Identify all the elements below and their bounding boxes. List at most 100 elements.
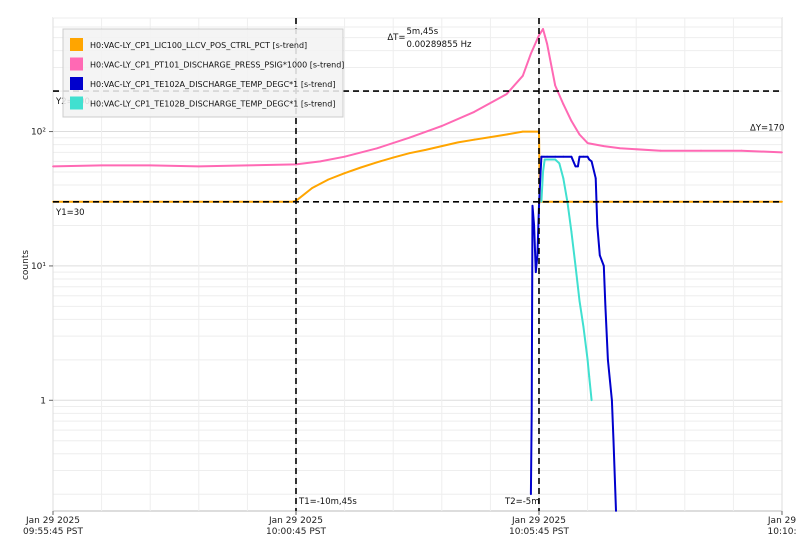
data-point-h0-vac-ly-cp1-te102a-discharge-temp-degc-1 bbox=[570, 155, 573, 158]
data-point-h0-vac-ly-cp1-te102a-discharge-temp-degc-1 bbox=[554, 155, 557, 158]
data-point-h0-vac-ly-cp1-lic100-llcv-pos-ctrl-pct bbox=[376, 161, 378, 164]
data-point-h0-vac-ly-cp1-pt101-discharge-press-psig-1000 bbox=[554, 84, 557, 87]
data-point-h0-vac-ly-cp1-pt101-discharge-press-psig-1000 bbox=[319, 160, 322, 163]
data-point-h0-vac-ly-cp1-lic100-llcv-pos-ctrl-pct bbox=[440, 145, 443, 148]
data-point-h0-vac-ly-cp1-lic100-llcv-pos-ctrl-pct bbox=[311, 187, 314, 189]
data-point-h0-vac-ly-cp1-lic100-llcv-pos-ctrl-pct bbox=[578, 200, 581, 203]
data-point-h0-vac-ly-cp1-pt101-discharge-press-psig-1000 bbox=[530, 52, 532, 55]
data-point-h0-vac-ly-cp1-te102b-discharge-temp-degc-1 bbox=[578, 299, 581, 302]
data-point-h0-vac-ly-cp1-te102a-discharge-temp-degc-1 bbox=[539, 171, 542, 173]
data-point-h0-vac-ly-cp1-te102a-discharge-temp-degc-1 bbox=[531, 204, 534, 207]
legend-box bbox=[62, 28, 344, 118]
data-point-h0-vac-ly-cp1-te102b-discharge-temp-degc-1 bbox=[586, 358, 589, 361]
data-point-h0-vac-ly-cp1-te102a-discharge-temp-degc-1 bbox=[574, 165, 577, 168]
data-point-h0-vac-ly-cp1-pt101-discharge-press-psig-1000 bbox=[570, 120, 573, 122]
data-point-h0-vac-ly-cp1-lic100-llcv-pos-ctrl-pct bbox=[424, 149, 427, 151]
data-point-h0-vac-ly-cp1-lic100-llcv-pos-ctrl-pct bbox=[327, 178, 330, 181]
y-tick-label: 1 bbox=[40, 396, 46, 406]
series-line-h0-vac-ly-cp1-te102b-discharge-temp-degc-1 bbox=[540, 158, 593, 401]
data-point-h0-vac-ly-cp1-te102a-discharge-temp-degc-1 bbox=[602, 265, 605, 267]
data-point-h0-vac-ly-cp1-te102b-discharge-temp-degc-1 bbox=[550, 158, 553, 161]
data-point-h0-vac-ly-cp1-te102b-discharge-temp-degc-1 bbox=[554, 158, 557, 161]
data-point-h0-vac-ly-cp1-te102a-discharge-temp-degc-1 bbox=[534, 271, 537, 273]
data-point-h0-vac-ly-cp1-pt101-discharge-press-psig-1000 bbox=[578, 133, 581, 136]
data-point-h0-vac-ly-cp1-te102a-discharge-temp-degc-1 bbox=[590, 160, 593, 163]
data-point-h0-vac-ly-cp1-te102a-discharge-temp-degc-1 bbox=[578, 155, 581, 158]
data-point-h0-vac-ly-cp1-te102a-discharge-temp-degc-1 bbox=[533, 224, 535, 227]
data-point-h0-vac-ly-cp1-te102a-discharge-temp-degc-1 bbox=[596, 224, 599, 227]
y1-cursor-label: Y1=30 bbox=[55, 208, 85, 218]
x-tick-label: Jan 29 2025 10:05:45 PST bbox=[509, 516, 569, 537]
data-point-h0-vac-ly-cp1-lic100-llcv-pos-ctrl-pct bbox=[343, 172, 346, 175]
data-point-h0-vac-ly-cp1-lic100-llcv-pos-ctrl-pct bbox=[781, 200, 783, 203]
data-point-h0-vac-ly-cp1-lic100-llcv-pos-ctrl-pct bbox=[659, 200, 662, 203]
data-point-h0-vac-ly-cp1-te102b-discharge-temp-degc-1 bbox=[543, 158, 546, 161]
data-point-h0-vac-ly-cp1-te102b-discharge-temp-degc-1 bbox=[590, 399, 593, 402]
data-point-h0-vac-ly-cp1-te102b-discharge-temp-degc-1 bbox=[582, 326, 585, 329]
data-point-h0-vac-ly-cp1-te102a-discharge-temp-degc-1 bbox=[530, 493, 532, 496]
data-point-h0-vac-ly-cp1-lic100-llcv-pos-ctrl-pct bbox=[619, 200, 621, 203]
data-point-h0-vac-ly-cp1-te102a-discharge-temp-degc-1 bbox=[577, 165, 579, 168]
data-point-h0-vac-ly-cp1-pt101-discharge-press-psig-1000 bbox=[440, 125, 443, 127]
data-point-h0-vac-ly-cp1-te102a-discharge-temp-degc-1 bbox=[607, 358, 609, 361]
legend-entry-label: H0:VAC-LY_CP1_TE102B_DISCHARGE_TEMP_DEGC… bbox=[90, 100, 335, 109]
y-axis-label: counts bbox=[21, 250, 31, 280]
data-point-h0-vac-ly-cp1-te102a-discharge-temp-degc-1 bbox=[543, 155, 545, 158]
data-point-h0-vac-ly-cp1-te102a-discharge-temp-degc-1 bbox=[615, 510, 617, 512]
data-point-h0-vac-ly-cp1-pt101-discharge-press-psig-1000 bbox=[586, 142, 589, 145]
data-point-h0-vac-ly-cp1-te102a-discharge-temp-degc-1 bbox=[582, 155, 585, 158]
data-point-h0-vac-ly-cp1-pt101-discharge-press-psig-1000 bbox=[246, 164, 249, 167]
data-point-h0-vac-ly-cp1-te102a-discharge-temp-degc-1 bbox=[562, 155, 565, 158]
data-point-h0-vac-ly-cp1-te102a-discharge-temp-degc-1 bbox=[530, 412, 533, 415]
data-point-h0-vac-ly-cp1-pt101-discharge-press-psig-1000 bbox=[562, 103, 565, 105]
data-point-h0-vac-ly-cp1-te102a-discharge-temp-degc-1 bbox=[538, 204, 540, 207]
data-point-h0-vac-ly-cp1-te102a-discharge-temp-degc-1 bbox=[546, 155, 548, 158]
data-point-h0-vac-ly-cp1-pt101-discharge-press-psig-1000 bbox=[740, 149, 743, 152]
data-point-h0-vac-ly-cp1-lic100-llcv-pos-ctrl-pct bbox=[359, 166, 362, 169]
delta-t-frequency: 0.00289855 Hz bbox=[407, 40, 472, 50]
data-point-h0-vac-ly-cp1-lic100-llcv-pos-ctrl-pct bbox=[408, 152, 411, 155]
legend-swatch bbox=[70, 96, 83, 110]
legend-entry-label: H0:VAC-LY_CP1_LIC100_LLCV_POS_CTRL_PCT [… bbox=[90, 41, 307, 50]
data-point-h0-vac-ly-cp1-te102a-discharge-temp-degc-1 bbox=[586, 155, 589, 158]
delta-t-value: 5m,45s bbox=[407, 27, 439, 37]
y-axis-ticks: 1 10¹ 10² bbox=[31, 128, 53, 406]
legend-swatch bbox=[70, 57, 83, 71]
x-tick-label: Jan 29 10:10: bbox=[767, 516, 797, 537]
data-point-h0-vac-ly-cp1-te102a-discharge-temp-degc-1 bbox=[594, 177, 597, 180]
data-point-h0-vac-ly-cp1-pt101-discharge-press-psig-1000 bbox=[546, 42, 548, 45]
data-point-h0-vac-ly-cp1-pt101-discharge-press-psig-1000 bbox=[505, 93, 508, 95]
data-point-h0-vac-ly-cp1-pt101-discharge-press-psig-1000 bbox=[538, 34, 540, 37]
data-point-h0-vac-ly-cp1-lic100-llcv-pos-ctrl-pct bbox=[489, 136, 492, 139]
data-point-h0-vac-ly-cp1-lic100-llcv-pos-ctrl-pct bbox=[457, 141, 459, 144]
data-point-h0-vac-ly-cp1-pt101-discharge-press-psig-1000 bbox=[700, 149, 702, 152]
data-point-h0-vac-ly-cp1-te102a-discharge-temp-degc-1 bbox=[612, 439, 615, 442]
data-point-h0-vac-ly-cp1-pt101-discharge-press-psig-1000 bbox=[521, 74, 524, 77]
data-point-h0-vac-ly-cp1-te102b-discharge-temp-degc-1 bbox=[558, 162, 561, 165]
x-tick-label: Jan 29 2025 09:55:45 PST bbox=[23, 516, 83, 537]
data-point-h0-vac-ly-cp1-lic100-llcv-pos-ctrl-pct bbox=[505, 133, 508, 136]
y-tick-label: 10² bbox=[31, 128, 46, 138]
data-point-h0-vac-ly-cp1-te102a-discharge-temp-degc-1 bbox=[588, 158, 591, 161]
data-point-h0-vac-ly-cp1-te102b-discharge-temp-degc-1 bbox=[570, 230, 573, 233]
data-point-h0-vac-ly-cp1-pt101-discharge-press-psig-1000 bbox=[100, 164, 103, 167]
data-point-h0-vac-ly-cp1-te102b-discharge-temp-degc-1 bbox=[542, 171, 544, 173]
data-point-h0-vac-ly-cp1-pt101-discharge-press-psig-1000 bbox=[602, 145, 605, 148]
data-point-h0-vac-ly-cp1-lic100-llcv-pos-ctrl-pct bbox=[521, 130, 524, 133]
data-point-h0-vac-ly-cp1-pt101-discharge-press-psig-1000 bbox=[52, 165, 54, 168]
t1-cursor-label: T1=-10m,45s bbox=[298, 497, 357, 507]
delta-y-label: ΔY=170 bbox=[750, 123, 784, 133]
data-point-h0-vac-ly-cp1-te102a-discharge-temp-degc-1 bbox=[611, 399, 613, 402]
data-point-h0-vac-ly-cp1-te102a-discharge-temp-degc-1 bbox=[536, 254, 539, 257]
data-point-h0-vac-ly-cp1-pt101-discharge-press-psig-1000 bbox=[197, 165, 200, 168]
data-point-h0-vac-ly-cp1-te102b-discharge-temp-degc-1 bbox=[574, 265, 577, 267]
data-point-h0-vac-ly-cp1-lic100-llcv-pos-ctrl-pct bbox=[291, 200, 293, 203]
delta-t-prefix: ΔT= bbox=[387, 33, 405, 43]
data-point-h0-vac-ly-cp1-lic100-llcv-pos-ctrl-pct bbox=[473, 138, 476, 141]
x-axis-ticks: Jan 29 2025 09:55:45 PST Jan 29 2025 10:00:… bbox=[23, 511, 796, 537]
legend-swatch bbox=[70, 38, 83, 51]
legend-swatch bbox=[70, 77, 83, 90]
legend-entry-label: H0:VAC-LY_CP1_PT101_DISCHARGE_PRESS_PSIG… bbox=[90, 61, 344, 70]
data-point-h0-vac-ly-cp1-pt101-discharge-press-psig-1000 bbox=[619, 147, 621, 150]
